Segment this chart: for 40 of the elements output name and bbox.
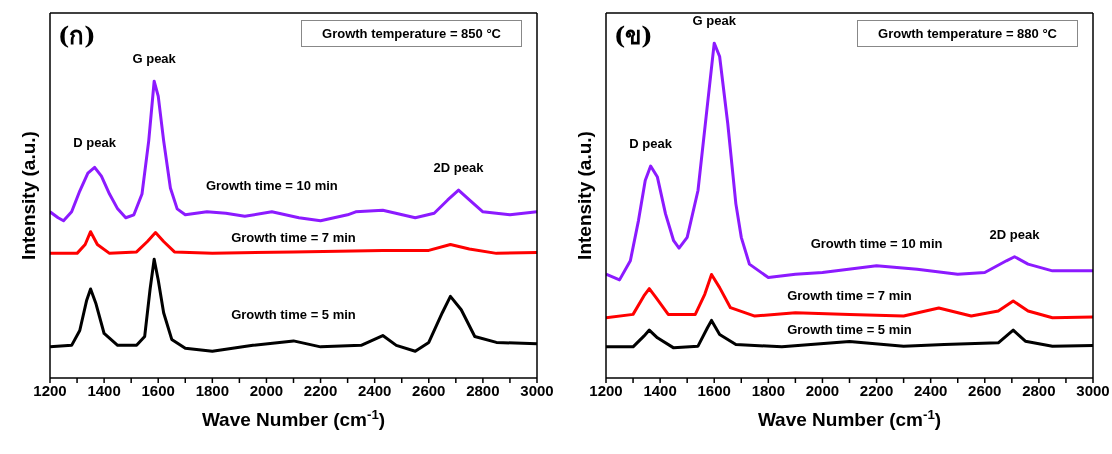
x-tick-label: 1800: [195, 381, 230, 399]
x-tick-label: 1800: [751, 381, 786, 399]
x-tick-label: 2400: [357, 381, 392, 399]
series-label: Growth time = 7 min: [231, 229, 356, 245]
x-tick-label: 2000: [805, 381, 840, 399]
series-label: Growth time = 10 min: [810, 235, 943, 251]
x-tick-label: 1600: [697, 381, 731, 399]
annotation: (ข): [614, 20, 653, 52]
annotation: 2D peak: [433, 160, 485, 176]
annotation: D peak: [73, 135, 117, 151]
x-tick-label: 1200: [33, 381, 67, 399]
text-box: Growth temperature = 880 °C: [857, 20, 1078, 47]
x-tick-label: 1400: [87, 381, 121, 399]
x-tick-label: 3000: [520, 381, 554, 399]
x-tick-label: 2600: [968, 381, 1002, 399]
x-tick-label: 2000: [249, 381, 284, 399]
annotation: 2D peak: [989, 226, 1041, 242]
text: (ก): [58, 20, 96, 52]
x-tick-label: 1200: [589, 381, 623, 399]
x-axis-title: Wave Number (cm$^{-1}$): [201, 406, 386, 430]
series-label: Growth time = 7 min: [787, 288, 912, 304]
x-tick-label: 3000: [1076, 381, 1110, 399]
x-tick-label: 2800: [1022, 381, 1056, 399]
x-tick-label: 2600: [412, 381, 446, 399]
x-tick-label: 2800: [466, 381, 500, 399]
y-axis-title: Intensity (a.u.): [18, 131, 40, 260]
x-axis-title: Wave Number (cm$^{-1}$): [757, 406, 942, 430]
x-tick-label: 1400: [643, 381, 677, 399]
text-box: Growth temperature = 850 °C: [301, 20, 522, 47]
x-tick-label: 2400: [913, 381, 948, 399]
series-label: Growth time = 10 min: [205, 177, 338, 193]
x-tick-label: 2200: [859, 381, 894, 399]
x-tick-label: 1600: [141, 381, 175, 399]
text: G peak: [132, 51, 177, 67]
y-axis-title: Intensity (a.u.): [574, 131, 596, 260]
x-tick-label: 2200: [303, 381, 338, 399]
annotation: D peak: [629, 136, 673, 152]
text: G peak: [692, 13, 737, 29]
series-label: Growth time = 5 min: [787, 321, 912, 337]
series-label: Growth time = 5 min: [231, 306, 356, 322]
